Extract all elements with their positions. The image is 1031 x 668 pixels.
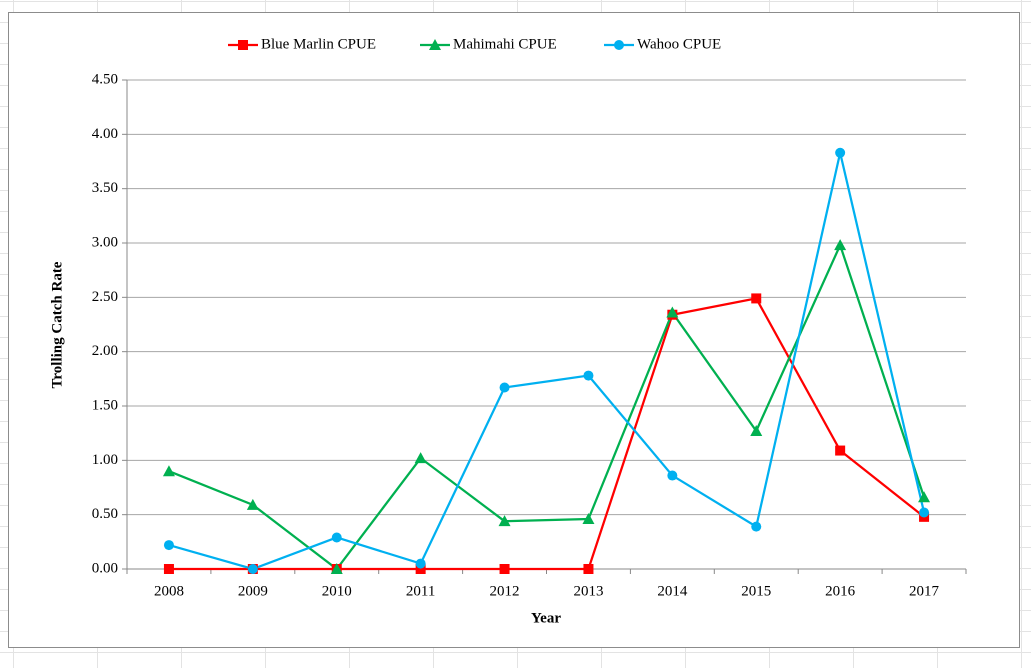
x-tick-label: 2017 — [909, 583, 940, 599]
legend-label: Blue Marlin CPUE — [261, 36, 376, 52]
data-point — [163, 564, 174, 574]
data-point — [918, 491, 931, 503]
data-point — [247, 564, 258, 574]
y-tick-label: 3.50 — [92, 180, 118, 196]
y-tick-label: 1.00 — [92, 452, 118, 468]
data-point — [499, 382, 510, 393]
data-point — [414, 452, 427, 464]
legend-marker — [614, 40, 624, 50]
legend-marker — [429, 39, 441, 50]
data-point — [919, 507, 930, 518]
x-axis-label: Year — [531, 610, 561, 626]
data-point — [246, 498, 259, 510]
data-point — [751, 521, 762, 532]
data-point — [750, 424, 763, 436]
x-tick-label: 2014 — [657, 583, 688, 599]
data-point — [751, 293, 762, 304]
x-tick-label: 2013 — [573, 583, 603, 599]
data-point — [415, 564, 426, 574]
series-line — [168, 152, 926, 571]
x-tick-label: 2008 — [154, 583, 184, 599]
x-tick-label: 2009 — [238, 583, 268, 599]
data-point — [834, 239, 847, 251]
x-tick-label: 2016 — [825, 583, 856, 599]
data-point — [162, 465, 175, 477]
legend-marker — [238, 40, 248, 50]
x-tick-label: 2010 — [322, 583, 352, 599]
y-tick-label: 4.50 — [92, 71, 118, 87]
data-point — [582, 513, 595, 525]
data-point — [415, 558, 426, 569]
chart-frame — [8, 12, 1020, 648]
data-point — [583, 564, 594, 574]
data-point — [499, 564, 510, 574]
y-tick-label: 0.50 — [92, 506, 118, 522]
legend-label: Mahimahi CPUE — [453, 36, 557, 52]
data-point — [667, 470, 678, 481]
data-point — [498, 515, 511, 527]
x-tick-label: 2012 — [490, 583, 520, 599]
data-point — [163, 540, 174, 551]
data-point — [330, 563, 343, 574]
y-tick-label: 4.00 — [92, 126, 118, 142]
data-point — [835, 147, 846, 158]
data-point — [583, 370, 594, 381]
data-point — [666, 306, 679, 318]
x-tick-label: 2015 — [741, 583, 771, 599]
y-tick-label: 1.50 — [92, 397, 118, 413]
y-tick-label: 2.50 — [92, 289, 118, 305]
y-tick-label: 2.00 — [92, 343, 118, 359]
legend-label: Wahoo CPUE — [637, 36, 721, 52]
y-axis-label: Trolling Catch Rate — [49, 261, 65, 388]
y-tick-label: 3.00 — [92, 234, 118, 250]
x-tick-label: 2011 — [406, 583, 435, 599]
series-line — [168, 297, 925, 571]
y-tick-label: 0.00 — [92, 560, 118, 576]
data-point — [331, 532, 342, 543]
data-point — [835, 445, 846, 456]
